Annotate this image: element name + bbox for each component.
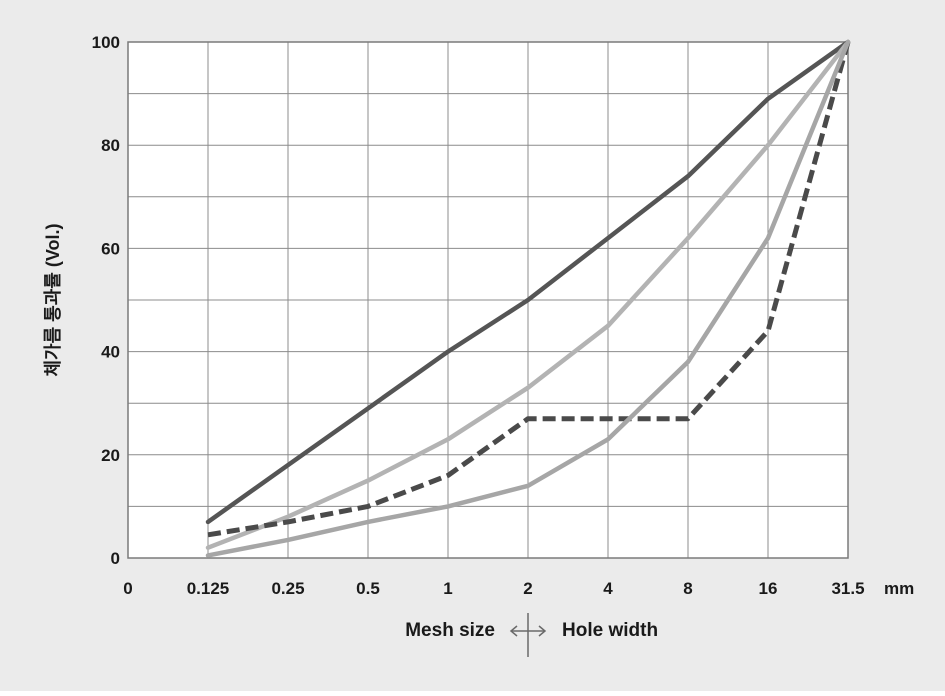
x-tick-label: 1 bbox=[443, 579, 452, 598]
x-tick-label: 16 bbox=[759, 579, 778, 598]
y-tick-label: 0 bbox=[111, 549, 120, 568]
x-tick-label: 2 bbox=[523, 579, 532, 598]
x-tick-label: 0 bbox=[123, 579, 132, 598]
y-tick-label: 100 bbox=[92, 33, 120, 52]
x-tick-label: 4 bbox=[603, 579, 613, 598]
y-tick-label: 60 bbox=[101, 239, 120, 258]
x-tick-label: 0.5 bbox=[356, 579, 380, 598]
y-tick-label: 80 bbox=[101, 136, 120, 155]
series-line-3 bbox=[207, 41, 851, 538]
x-tick-label: 0.125 bbox=[187, 579, 230, 598]
legend-mesh-size: Mesh size bbox=[405, 620, 495, 641]
y-tick-labels: 0 20 40 60 80 100 bbox=[92, 33, 120, 568]
double-arrow-icon bbox=[509, 613, 547, 657]
x-tick-label: 8 bbox=[683, 579, 692, 598]
series-line-1 bbox=[205, 39, 851, 525]
y-tick-label: 20 bbox=[101, 446, 120, 465]
x-tick-labels: 0 0.125 0.25 0.5 1 2 4 8 16 31.5 bbox=[123, 579, 864, 598]
grid bbox=[127, 41, 849, 559]
series-layer bbox=[205, 39, 851, 558]
x-tick-label: 0.25 bbox=[271, 579, 304, 598]
series-line-2 bbox=[205, 39, 851, 550]
plot-border bbox=[127, 41, 849, 559]
y-axis-label: 체가름 통과률 (Vol.) bbox=[43, 223, 63, 376]
x-unit-label: mm bbox=[884, 579, 914, 598]
x-tick-label: 31.5 bbox=[831, 579, 864, 598]
series-line-4 bbox=[205, 39, 851, 558]
legend-hole-width: Hole width bbox=[562, 620, 658, 641]
y-tick-label: 40 bbox=[101, 343, 120, 362]
